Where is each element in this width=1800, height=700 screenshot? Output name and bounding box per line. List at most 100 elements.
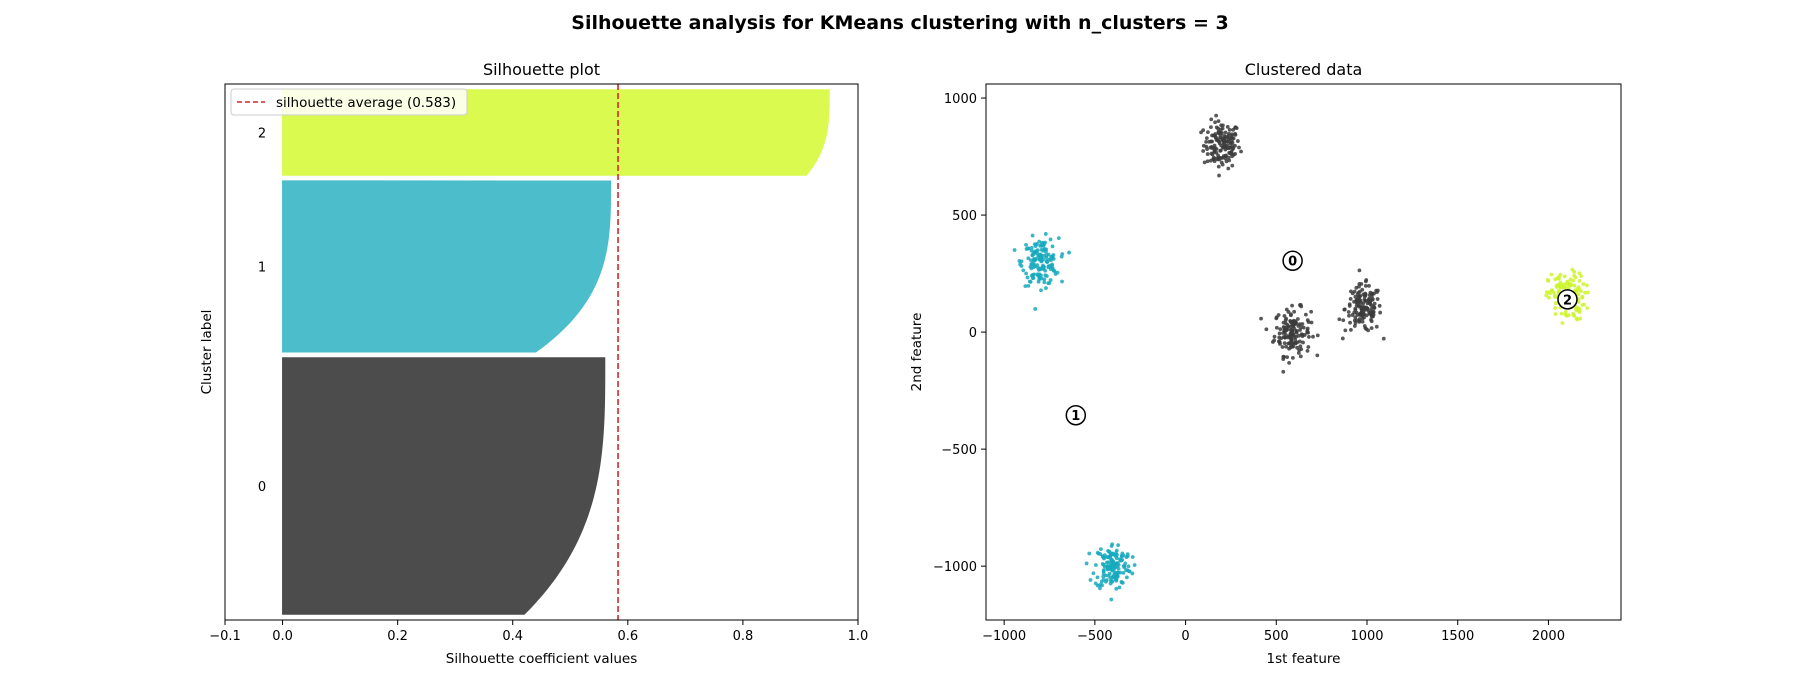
scatter-point-cluster-0 — [1219, 123, 1224, 128]
scatter-point-cluster-1 — [1026, 256, 1031, 261]
scatter-point-cluster-1 — [1060, 279, 1064, 284]
scatter-point-cluster-0 — [1218, 130, 1222, 135]
scatter-point-cluster-1 — [1051, 268, 1056, 273]
scatter-point-cluster-1 — [1114, 586, 1119, 591]
scatter-point-cluster-0 — [1288, 318, 1293, 323]
scatter-point-cluster-1 — [1130, 555, 1135, 559]
scatter-point-cluster-1 — [1036, 279, 1041, 284]
scatter-point-cluster-1 — [1111, 564, 1115, 569]
scatter-point-cluster-1 — [1109, 597, 1114, 602]
scatter-point-cluster-2 — [1572, 270, 1577, 274]
scatter-point-cluster-0 — [1225, 124, 1230, 129]
cluster-center-label-2: 2 — [1563, 293, 1572, 308]
scatter-y-tick-label: −1000 — [933, 560, 977, 575]
scatter-x-tick-label: 500 — [1264, 629, 1289, 644]
scatter-point-cluster-0 — [1347, 313, 1351, 318]
scatter-point-cluster-2 — [1573, 275, 1578, 280]
scatter-point-cluster-0 — [1298, 354, 1303, 359]
scatter-point-cluster-0 — [1220, 126, 1225, 131]
scatter-point-cluster-0 — [1212, 143, 1217, 148]
scatter-point-cluster-0 — [1216, 119, 1221, 124]
scatter-point-cluster-0 — [1239, 149, 1243, 154]
scatter-point-cluster-2 — [1562, 285, 1567, 290]
scatter-point-cluster-0 — [1341, 318, 1346, 323]
scatter-point-cluster-0 — [1236, 139, 1240, 143]
scatter-point-cluster-0 — [1295, 317, 1300, 321]
scatter-point-cluster-0 — [1357, 281, 1362, 286]
scatter-point-cluster-0 — [1369, 319, 1374, 324]
scatter-point-cluster-0 — [1278, 327, 1283, 332]
scatter-point-cluster-0 — [1237, 145, 1241, 150]
scatter-point-cluster-1 — [1029, 248, 1034, 253]
scatter-point-cluster-0 — [1371, 314, 1375, 319]
scatter-point-cluster-0 — [1362, 315, 1366, 320]
scatter-point-cluster-0 — [1342, 307, 1347, 312]
scatter-point-cluster-2 — [1571, 278, 1575, 283]
scatter-point-cluster-1 — [1043, 232, 1048, 236]
scatter-point-cluster-0 — [1307, 335, 1311, 339]
scatter-point-cluster-0 — [1353, 315, 1358, 320]
scatter-y-tick-label: 500 — [952, 209, 977, 224]
scatter-point-cluster-1 — [1039, 257, 1043, 262]
scatter-point-cluster-0 — [1377, 303, 1382, 308]
scatter-point-cluster-2 — [1577, 271, 1582, 276]
scatter-point-cluster-1 — [1037, 239, 1042, 244]
scatter-point-cluster-1 — [1050, 244, 1055, 249]
scatter-point-cluster-0 — [1204, 139, 1208, 144]
scatter-point-cluster-0 — [1211, 157, 1216, 162]
scatter-point-cluster-1 — [1100, 554, 1105, 559]
scatter-point-cluster-0 — [1299, 304, 1304, 309]
silhouette-x-tick-label: 0.6 — [617, 629, 638, 644]
scatter-point-cluster-0 — [1224, 153, 1228, 158]
scatter-point-cluster-1 — [1124, 555, 1129, 559]
cluster-centers: 0 1 2 — [1065, 250, 1578, 426]
scatter-point-cluster-0 — [1214, 138, 1219, 143]
silhouette-plot: Silhouette plot −0.1 0.0 0.2 0.4 0.6 0.8 1.0 0… — [199, 60, 868, 667]
scatter-y-label: 2nd feature — [909, 313, 925, 392]
scatter-point-cluster-0 — [1286, 341, 1291, 346]
scatter-point-cluster-1 — [1116, 543, 1121, 548]
scatter-point-cluster-0 — [1281, 331, 1285, 335]
scatter-point-cluster-0 — [1274, 325, 1279, 330]
scatter-point-cluster-0 — [1221, 155, 1225, 160]
scatter-point-cluster-1 — [1114, 548, 1119, 553]
scatter-point-cluster-0 — [1301, 340, 1305, 345]
scatter-point-cluster-0 — [1369, 326, 1374, 331]
scatter-point-cluster-0 — [1233, 125, 1238, 130]
scatter-point-cluster-1 — [1095, 575, 1100, 580]
scatter-point-cluster-1 — [1042, 253, 1047, 258]
scatter-point-cluster-0 — [1375, 290, 1379, 295]
scatter-point-cluster-0 — [1354, 285, 1359, 290]
scatter-y-ticks: −1000 −500 0 500 1000 — [933, 92, 986, 575]
scatter-point-cluster-0 — [1274, 315, 1279, 320]
scatter-point-cluster-0 — [1214, 113, 1219, 118]
scatter-point-cluster-2 — [1576, 292, 1581, 297]
scatter-point-cluster-0 — [1277, 335, 1282, 340]
scatter-point-cluster-1 — [1084, 561, 1089, 566]
scatter-point-cluster-2 — [1566, 286, 1571, 290]
scatter-point-cluster-1 — [1036, 268, 1041, 272]
scatter-point-cluster-1 — [1121, 570, 1126, 575]
scatter-point-cluster-0 — [1289, 343, 1294, 348]
scatter-point-cluster-2 — [1585, 306, 1590, 310]
scatter-point-cluster-0 — [1375, 297, 1380, 301]
scatter-point-cluster-0 — [1292, 335, 1297, 339]
scatter-x-tick-label: −500 — [1077, 629, 1113, 644]
scatter-point-cluster-0 — [1288, 324, 1293, 329]
scatter-point-cluster-0 — [1381, 336, 1386, 341]
scatter-point-cluster-0 — [1347, 302, 1352, 307]
scatter-point-cluster-2 — [1558, 272, 1563, 277]
scatter-point-cluster-0 — [1227, 131, 1231, 136]
scatter-point-cluster-1 — [1035, 263, 1040, 268]
scatter-point-cluster-0 — [1359, 306, 1364, 311]
scatter-point-cluster-2 — [1579, 274, 1583, 278]
scatter-point-cluster-0 — [1201, 149, 1206, 153]
scatter-point-cluster-0 — [1280, 345, 1285, 349]
scatter-point-cluster-0 — [1281, 325, 1286, 329]
scatter-point-cluster-0 — [1358, 293, 1363, 298]
scatter-point-cluster-2 — [1553, 301, 1558, 306]
silhouette-x-tick-label: 1.0 — [848, 629, 869, 644]
scatter-point-cluster-0 — [1283, 321, 1288, 326]
cluster-center-label-0: 0 — [1288, 255, 1297, 270]
scatter-point-cluster-1 — [1127, 569, 1132, 574]
